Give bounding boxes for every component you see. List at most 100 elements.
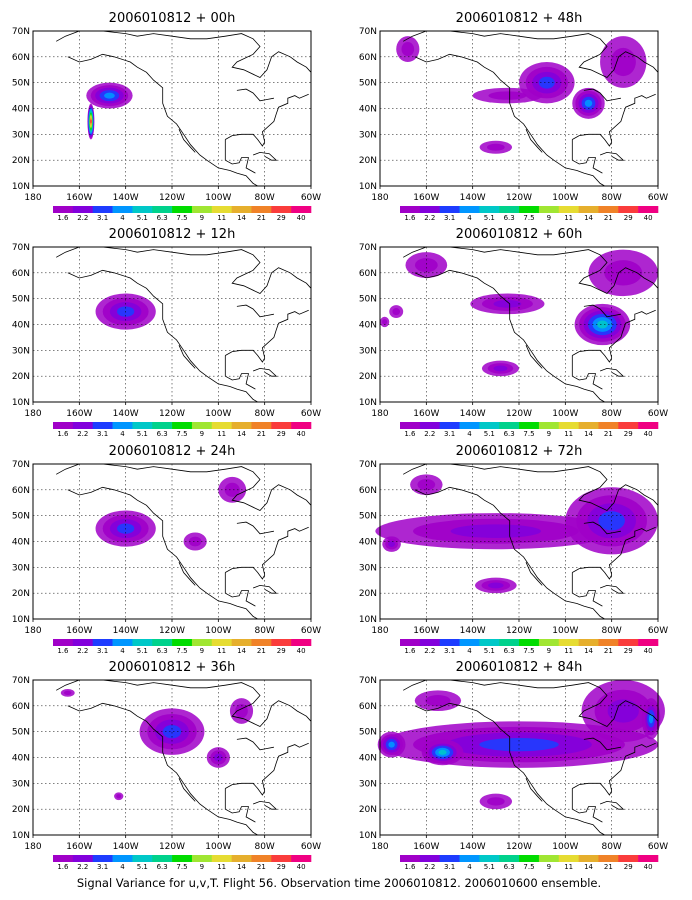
colorbar-swatch: [271, 639, 292, 646]
variance-contour: [486, 797, 505, 806]
x-tick-label: 180: [371, 193, 388, 203]
x-tick-label: 60W: [648, 193, 668, 203]
y-tick-label: 10N: [12, 398, 30, 408]
colorbar-label: 9: [200, 647, 204, 655]
colorbar-label: 6.3: [157, 214, 168, 222]
colorbar-label: 11: [564, 647, 573, 655]
y-tick-label: 70N: [12, 27, 30, 37]
atlantic-coastline: [572, 526, 656, 580]
colorbar-swatch: [558, 855, 579, 862]
colorbar-swatch: [271, 206, 292, 213]
panel-title: 2006010812 + 60h: [456, 227, 583, 242]
y-tick-label: 40N: [12, 754, 30, 764]
atlantic-coastline: [225, 309, 309, 363]
colorbar-swatch: [231, 639, 252, 646]
colorbar-label: 3.1: [444, 214, 455, 222]
x-tick-label: 120W: [506, 842, 532, 852]
colorbar-swatch: [191, 855, 213, 862]
x-tick-label: 160W: [66, 626, 92, 636]
colorbar-label: 5.1: [137, 863, 148, 871]
colorbar-swatch: [251, 422, 272, 429]
map-panel: 2006010812 + 48h 180 160W 140W 120W 100W 80W 60…: [359, 11, 668, 222]
colorbar-swatch: [558, 422, 579, 429]
x-tick-label: 120W: [159, 626, 185, 636]
y-tick-label: 30N: [359, 346, 377, 356]
colorbar-label: 3.1: [97, 647, 108, 655]
pacific-coastline: [414, 53, 605, 187]
colorbar-swatch: [618, 206, 639, 213]
y-tick-label: 40N: [12, 538, 30, 548]
map-frame: [379, 246, 659, 403]
y-tick-label: 60N: [359, 53, 377, 63]
map-panel: 2006010812 + 60h 180 160W 140W 120W 100W 80W 60…: [359, 227, 668, 438]
colorbar-swatch: [132, 422, 153, 429]
colorbar-swatch: [271, 855, 292, 862]
colorbar-swatch: [419, 855, 440, 862]
colorbar-swatch: [231, 855, 252, 862]
x-tick-label: 60W: [648, 409, 668, 419]
variance-contour: [162, 725, 182, 739]
colorbar-label: 2.2: [77, 647, 88, 655]
caribbean-coastline: [252, 584, 278, 594]
colorbar-label: 9: [547, 430, 551, 438]
colorbar-swatch: [538, 639, 560, 646]
x-tick-label: 60W: [301, 842, 321, 852]
colorbar-swatch: [53, 206, 74, 213]
colorbar-label: 3.1: [444, 647, 455, 655]
x-tick-label: 80W: [601, 193, 621, 203]
colorbar-label: 3.1: [444, 863, 455, 871]
colorbar-label: 5.1: [137, 214, 148, 222]
variance-contour: [425, 695, 451, 707]
y-tick-label: 20N: [359, 805, 377, 815]
colorbar-label: 11: [217, 647, 226, 655]
colorbar-label: 3.1: [97, 214, 108, 222]
colorbar-label: 7.5: [176, 647, 187, 655]
colorbar-swatch: [92, 639, 113, 646]
colorbar-label: 40: [644, 647, 653, 655]
y-tick-label: 70N: [12, 460, 30, 470]
colorbar-swatch: [400, 639, 421, 646]
colorbar-swatch: [479, 422, 500, 429]
colorbar-swatch: [419, 422, 440, 429]
colorbar-swatch: [419, 206, 440, 213]
colorbar-swatch: [211, 639, 232, 646]
x-tick-label: 160W: [413, 193, 439, 203]
gulf-coastline: [224, 139, 256, 174]
colorbar-label: 29: [277, 214, 286, 222]
colorbar-swatch: [132, 639, 153, 646]
colorbar-label: 2.2: [424, 430, 435, 438]
y-tick-label: 10N: [359, 182, 377, 192]
colorbar-swatch: [92, 855, 113, 862]
colorbar-swatch: [479, 855, 500, 862]
y-tick-label: 10N: [12, 182, 30, 192]
variance-contour: [104, 92, 115, 99]
variance-contour: [224, 482, 240, 497]
colorbar-swatch: [499, 422, 520, 429]
colorbar-swatch: [152, 422, 173, 429]
colorbar-swatch: [152, 206, 173, 213]
colorbar-swatch: [578, 206, 599, 213]
colorbar-label: 14: [237, 430, 246, 438]
colorbar-swatch: [479, 639, 500, 646]
y-tick-label: 50N: [12, 728, 30, 738]
y-tick-label: 70N: [359, 27, 377, 37]
y-tick-label: 60N: [12, 702, 30, 712]
gulf-coastline: [571, 788, 603, 823]
caribbean-coastline: [252, 367, 278, 377]
x-tick-label: 100W: [552, 193, 578, 203]
colorbar-label: 29: [277, 430, 286, 438]
colorbar-label: 6.3: [504, 647, 515, 655]
colorbar-label: 40: [297, 214, 306, 222]
colorbar-swatch: [400, 422, 421, 429]
pacific-coastline: [67, 53, 258, 187]
colorbar-swatch: [53, 855, 74, 862]
colorbar-label: 29: [624, 430, 633, 438]
gulf-coastline: [571, 572, 603, 607]
x-tick-label: 80W: [254, 626, 274, 636]
y-tick-label: 20N: [359, 589, 377, 599]
colorbar-swatch: [538, 206, 560, 213]
colorbar-label: 21: [257, 647, 266, 655]
colorbar-swatch: [72, 206, 93, 213]
colorbar-swatch: [72, 855, 93, 862]
